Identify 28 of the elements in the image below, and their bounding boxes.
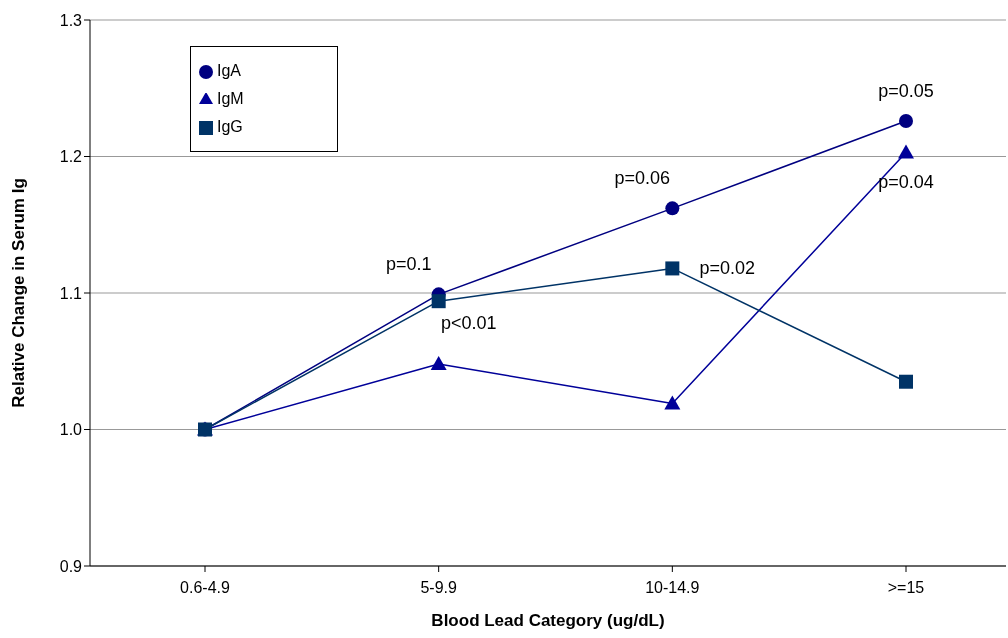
point bbox=[898, 144, 914, 159]
annotation: p=0.06 bbox=[614, 168, 671, 189]
x-axis-title: Blood Lead Category (ug/dL) bbox=[431, 611, 665, 630]
point bbox=[899, 114, 913, 129]
y-tick-label: 1.1 bbox=[59, 284, 83, 302]
x-tick-label: 10-14.9 bbox=[645, 579, 700, 597]
point bbox=[431, 294, 446, 309]
x-tick-label: 0.6-4.9 bbox=[180, 579, 231, 597]
x-tick-label: >=15 bbox=[887, 579, 925, 597]
annotation: p=0.04 bbox=[878, 172, 934, 193]
legend-label: IgM bbox=[217, 90, 244, 107]
y-tick-label: 0.9 bbox=[59, 557, 83, 575]
point bbox=[664, 395, 681, 410]
annotation: p=0.02 bbox=[699, 258, 756, 279]
y-tick-label: 1.3 bbox=[59, 11, 83, 29]
y-axis-title: Relative Change in Serum Ig bbox=[9, 178, 29, 408]
annotation: p=0.05 bbox=[878, 81, 934, 102]
annotation: p<0.01 bbox=[440, 313, 497, 334]
legend-label: IgA bbox=[217, 62, 242, 79]
legend-label: IgG bbox=[217, 118, 243, 135]
annotation: p=0.1 bbox=[385, 254, 432, 275]
point bbox=[430, 355, 447, 370]
point bbox=[665, 201, 680, 216]
y-tick-label: 1.2 bbox=[59, 148, 83, 166]
y-tick-label: 1.0 bbox=[59, 421, 83, 439]
point bbox=[899, 374, 913, 389]
x-tick-label: 5-9.9 bbox=[420, 579, 457, 597]
point bbox=[665, 261, 680, 276]
